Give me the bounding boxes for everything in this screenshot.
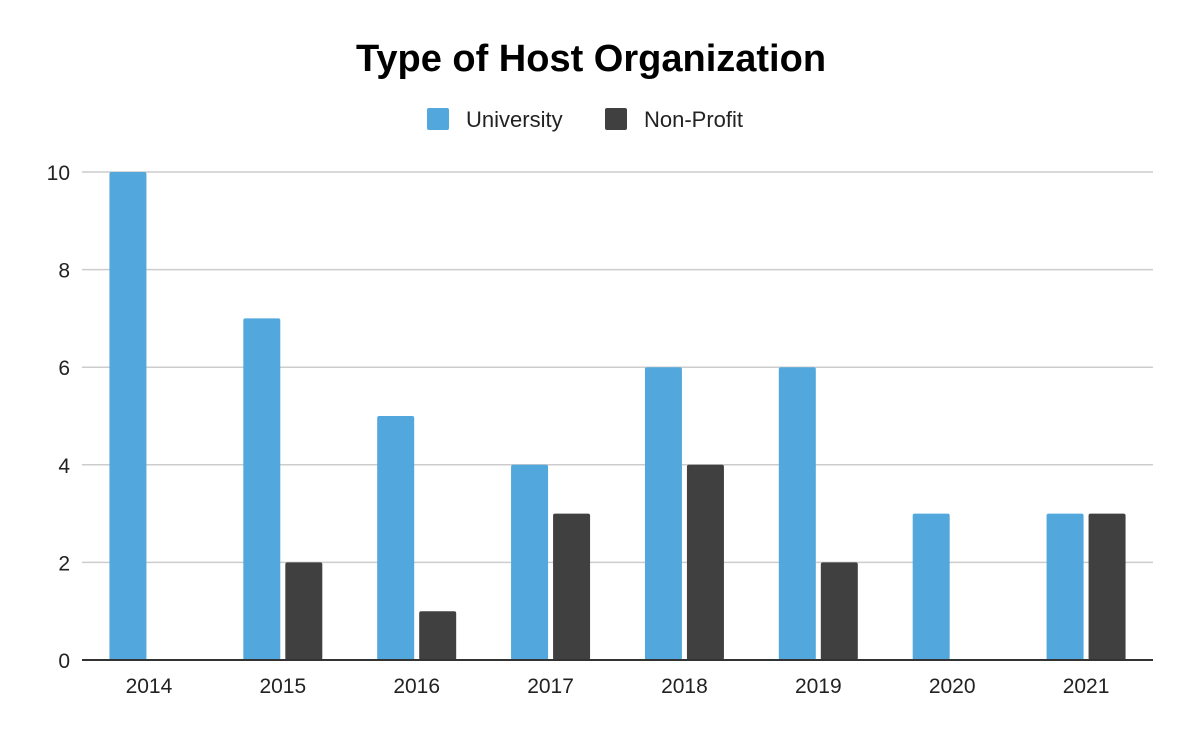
x-axis-ticks: 2014 2015 2016 2017 2018 2019 2020 2021 bbox=[126, 675, 1110, 698]
x-tick-label: 2020 bbox=[929, 675, 976, 698]
gridlines bbox=[82, 171, 1153, 564]
bar-university-2017 bbox=[511, 464, 549, 660]
bar-university-2019 bbox=[778, 367, 816, 660]
x-tick-label: 2015 bbox=[259, 675, 306, 698]
y-tick-label: 4 bbox=[58, 455, 70, 478]
bar-university-2018 bbox=[644, 367, 682, 660]
bar-university-2020 bbox=[912, 513, 950, 660]
bar-university-2015 bbox=[243, 318, 281, 660]
legend-label-university: University bbox=[466, 107, 563, 132]
legend-label-non-profit: Non-Profit bbox=[644, 107, 743, 132]
y-tick-label: 10 bbox=[47, 162, 70, 185]
x-tick-label: 2021 bbox=[1063, 675, 1110, 698]
x-tick-label: 2016 bbox=[393, 675, 440, 698]
chart-title: Type of Host Organization bbox=[356, 38, 826, 80]
bars bbox=[109, 172, 1126, 660]
x-tick-label: 2019 bbox=[795, 675, 842, 698]
x-tick-label: 2017 bbox=[527, 675, 574, 698]
y-tick-label: 8 bbox=[58, 260, 70, 283]
bar-university-2016 bbox=[377, 416, 415, 660]
bar-non-profit-2017 bbox=[553, 513, 591, 660]
bar-non-profit-2015 bbox=[285, 562, 323, 660]
legend-swatch-university bbox=[427, 108, 449, 130]
bar-non-profit-2016 bbox=[419, 611, 457, 660]
bar-non-profit-2019 bbox=[820, 562, 858, 660]
y-axis-ticks: 0 2 4 6 8 10 bbox=[47, 162, 71, 673]
y-tick-label: 6 bbox=[58, 357, 70, 380]
bar-university-2021 bbox=[1046, 513, 1084, 660]
bar-non-profit-2021 bbox=[1088, 513, 1126, 660]
bar-university-2014 bbox=[109, 172, 147, 660]
legend-swatch-non-profit bbox=[605, 108, 627, 130]
bar-non-profit-2018 bbox=[686, 464, 724, 660]
x-tick-label: 2014 bbox=[126, 675, 173, 698]
y-tick-label: 2 bbox=[58, 552, 70, 575]
x-tick-label: 2018 bbox=[661, 675, 708, 698]
legend: University Non-Profit bbox=[427, 107, 743, 132]
y-tick-label: 0 bbox=[58, 650, 70, 673]
